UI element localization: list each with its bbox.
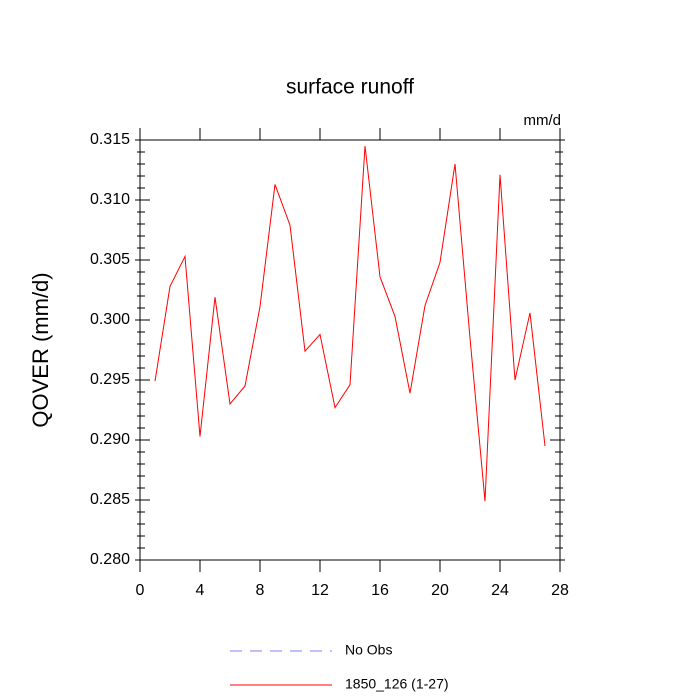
legend-label: 1850_126 (1-27): [345, 676, 449, 692]
plot-frame: [139, 139, 561, 561]
x-tick-label: 8: [256, 582, 265, 599]
y-axis-label: QOVER (mm/d): [28, 272, 53, 427]
x-tick-label: 0: [136, 582, 145, 599]
data-line: [154, 145, 546, 502]
x-tick-label: 28: [551, 582, 569, 599]
x-tick-label: 4: [196, 582, 205, 599]
y-tick-label: 0.305: [90, 251, 130, 268]
y-tick-label: 0.295: [90, 371, 130, 388]
x-tick-label: 16: [371, 582, 389, 599]
y-tick-label: 0.290: [90, 431, 130, 448]
chart-title: surface runoff: [286, 76, 414, 99]
units-label: mm/d: [524, 112, 562, 129]
y-tick-label: 0.310: [90, 191, 130, 208]
legend-label: No Obs: [345, 642, 392, 658]
x-tick-label: 24: [491, 582, 509, 599]
y-tick-label: 0.280: [90, 551, 130, 568]
x-tick-label: 12: [311, 582, 329, 599]
y-tick-label: 0.300: [90, 311, 130, 328]
y-tick-label: 0.285: [90, 491, 130, 508]
x-tick-label: 20: [431, 582, 449, 599]
y-tick-label: 0.315: [90, 131, 130, 148]
